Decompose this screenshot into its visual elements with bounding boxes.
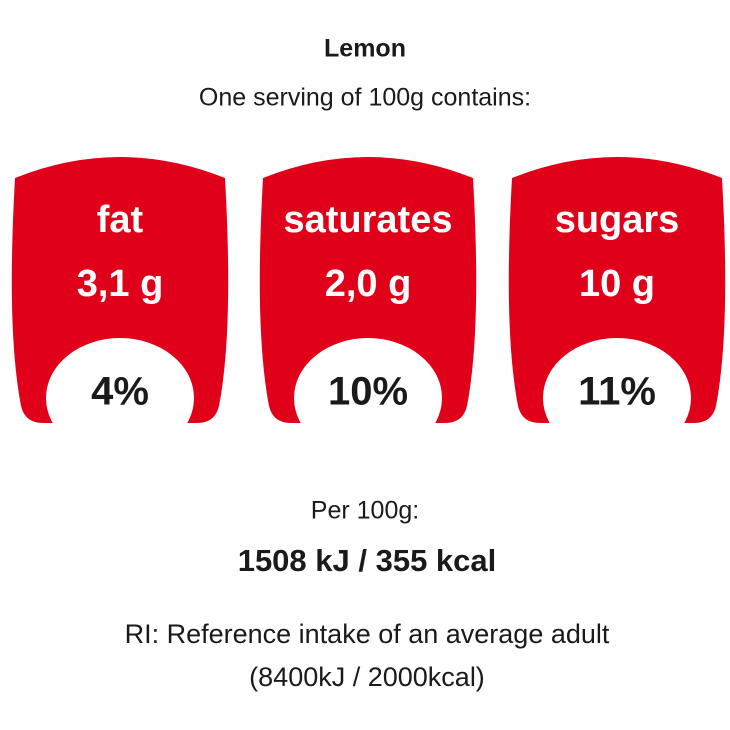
- nutrient-amount: 10 g: [579, 263, 655, 305]
- per-label: Per 100g:: [311, 497, 419, 525]
- card-shape: [259, 157, 477, 423]
- nutrient-amount: 2,0 g: [325, 263, 412, 305]
- nutrient-name: sugars: [555, 199, 680, 241]
- nutrient-name: fat: [97, 199, 144, 241]
- nutrient-amount: 3,1 g: [77, 263, 164, 305]
- nutrient-card: sugars 10 g 11%: [508, 157, 726, 458]
- nutrient-name: saturates: [284, 199, 453, 241]
- percent-oval: [294, 338, 442, 458]
- reference-line: (8400kJ / 2000kcal): [249, 662, 485, 692]
- card-shape: [508, 157, 726, 423]
- nutrient-percent: 4%: [91, 370, 149, 414]
- nutrient-card: fat 3,1 g 4%: [11, 157, 229, 458]
- nutrient-percent: 11%: [578, 370, 656, 414]
- percent-oval: [543, 338, 691, 458]
- energy-value: 1508 kJ / 355 kcal: [238, 543, 497, 578]
- percent-oval: [46, 338, 194, 458]
- product-title: Lemon: [324, 35, 406, 63]
- reference-line: RI: Reference intake of an average adult: [125, 619, 610, 649]
- nutrient-cards: fat 3,1 g 4% saturates 2,0 g 10% sugars 10 g 11%: [11, 157, 726, 458]
- serving-subtitle: One serving of 100g contains:: [199, 84, 531, 112]
- nutrient-percent: 10%: [328, 370, 408, 414]
- card-shape: [11, 157, 229, 423]
- nutrient-card: saturates 2,0 g 10%: [259, 157, 477, 458]
